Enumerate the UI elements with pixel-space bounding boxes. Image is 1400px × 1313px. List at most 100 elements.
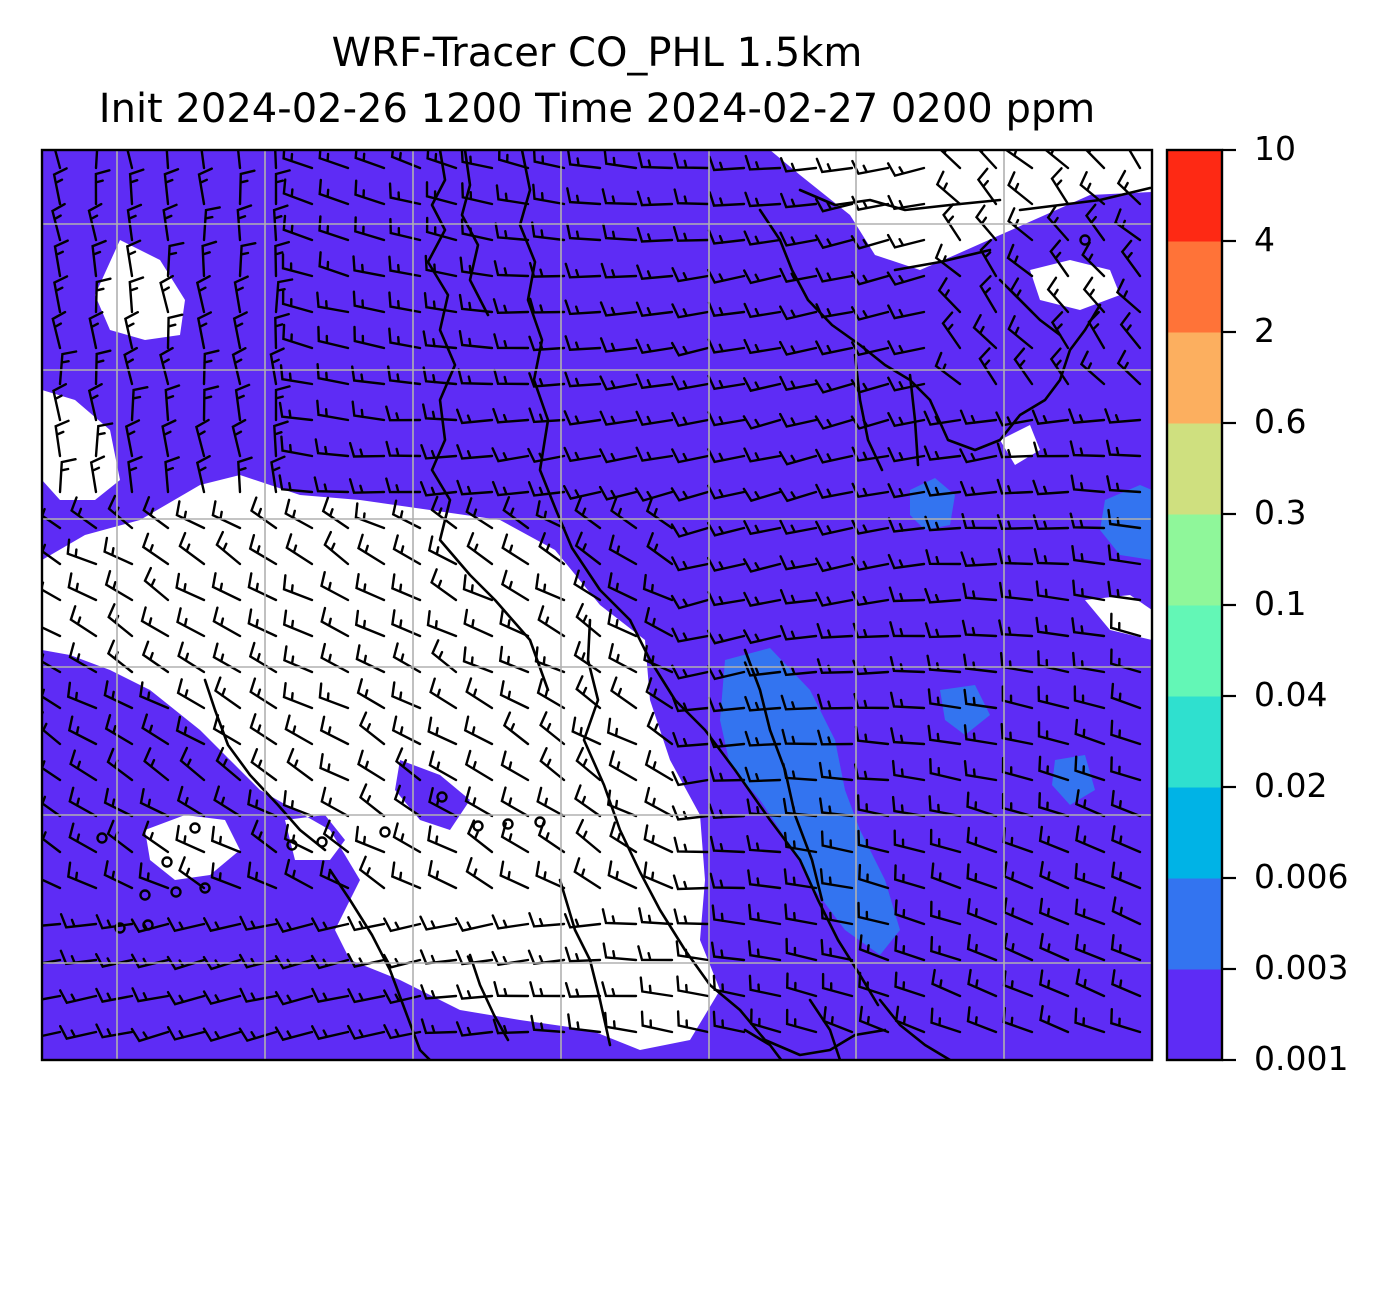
wind-barb	[355, 573, 386, 602]
wind-barb	[709, 872, 746, 890]
wind-barb	[670, 341, 710, 357]
wind-barb	[1107, 544, 1142, 566]
wind-barb	[962, 582, 998, 602]
wind-barb	[499, 680, 530, 710]
wind-barb	[672, 874, 710, 891]
wind-barb	[780, 694, 818, 711]
wind-barb	[959, 480, 998, 497]
wind-barb	[850, 235, 890, 250]
wind-barb	[527, 481, 566, 497]
wind-barb	[635, 446, 674, 462]
wind-barb	[195, 455, 211, 494]
wind-barb	[215, 530, 242, 566]
wind-barb	[175, 824, 206, 854]
wind-barb	[66, 538, 98, 566]
calm-wind-marker	[534, 816, 546, 828]
colorbar-tick-label: 0.1	[1254, 584, 1307, 623]
wind-barb	[1074, 755, 1106, 782]
wind-barb	[357, 749, 386, 782]
wind-barb	[959, 448, 998, 464]
wind-barb	[210, 862, 242, 890]
wind-barb	[1109, 612, 1142, 638]
wind-barb	[998, 581, 1034, 602]
wind-barb	[53, 150, 62, 170]
wind-barb	[383, 989, 422, 1005]
map-frame	[40, 148, 1154, 1062]
wind-barb	[779, 267, 818, 283]
wind-barb	[233, 275, 249, 314]
wind-barb	[1075, 825, 1106, 854]
wind-barb	[502, 711, 530, 746]
wind-barb	[890, 727, 926, 746]
wind-barb	[103, 860, 134, 890]
wind-barb	[354, 216, 386, 242]
colorbar-segment	[1167, 150, 1222, 242]
wind-barb	[887, 553, 926, 570]
wind-barb	[274, 169, 291, 206]
wind-barb	[532, 183, 566, 206]
wind-barb	[323, 530, 350, 566]
wind-barb	[197, 167, 213, 206]
wind-barb	[1038, 897, 1070, 926]
wind-barb	[599, 410, 638, 426]
wind-barb	[676, 1010, 710, 1034]
wind-barb	[564, 946, 602, 963]
wind-barb	[1110, 861, 1142, 890]
wind-barb	[850, 379, 890, 394]
wind-barb	[427, 716, 458, 746]
wind-barb	[974, 204, 998, 242]
wind-barb	[646, 532, 674, 566]
wind-barb	[1050, 167, 1070, 206]
wind-barb	[141, 820, 170, 854]
wind-barb	[785, 1008, 818, 1034]
wind-barb	[923, 410, 962, 426]
wind-barb	[458, 330, 494, 350]
coastline	[582, 618, 887, 1057]
wind-barb	[1116, 349, 1142, 386]
calm-wind-marker	[161, 856, 173, 868]
wind-barb	[316, 363, 350, 386]
wind-barb	[273, 420, 289, 458]
wind-barb	[747, 940, 782, 962]
wind-barb	[672, 731, 710, 748]
colorbar-segment	[1167, 514, 1222, 606]
wind-barb	[175, 500, 206, 530]
wind-barb	[284, 714, 314, 746]
wind-barb	[202, 990, 242, 1005]
wind-barb	[285, 533, 314, 566]
wind-barb	[644, 786, 674, 818]
wind-barb	[354, 609, 386, 638]
calm-wind-marker	[96, 832, 108, 844]
coastline	[426, 150, 550, 692]
calm-wind-marker	[1138, 1184, 1147, 1193]
colorbar-tick-label: 0.3	[1254, 493, 1307, 532]
wind-barb	[671, 664, 710, 680]
wind-barb	[671, 448, 710, 464]
wind-barb	[179, 746, 206, 782]
wind-barb	[130, 386, 149, 422]
wind-barb	[573, 857, 602, 890]
wind-barb	[141, 532, 170, 566]
wind-barb	[1033, 441, 1070, 458]
wind-barb	[1116, 169, 1142, 206]
wind-barb	[280, 435, 314, 458]
wind-barb	[858, 934, 890, 962]
wind-barb	[887, 194, 926, 211]
wind-barb	[1111, 969, 1142, 998]
wind-barb	[351, 365, 386, 386]
wind-barb	[893, 829, 926, 854]
wind-barb	[499, 860, 530, 890]
wind-barb	[672, 226, 710, 242]
wind-barb	[1110, 756, 1142, 782]
wind-barb	[202, 349, 220, 386]
wind-barb	[779, 589, 818, 605]
wind-barb	[706, 521, 746, 537]
map-title-line-2: Init 2024-02-26 1200 Time 2024-02-27 020…	[98, 86, 1096, 132]
wind-barb	[318, 682, 350, 710]
wind-barb	[972, 314, 998, 350]
wind-barb	[1110, 789, 1142, 818]
calm-wind-marker	[286, 839, 298, 851]
coastline	[468, 953, 510, 1042]
wind-barb	[270, 455, 286, 494]
wind-barb	[607, 572, 638, 602]
